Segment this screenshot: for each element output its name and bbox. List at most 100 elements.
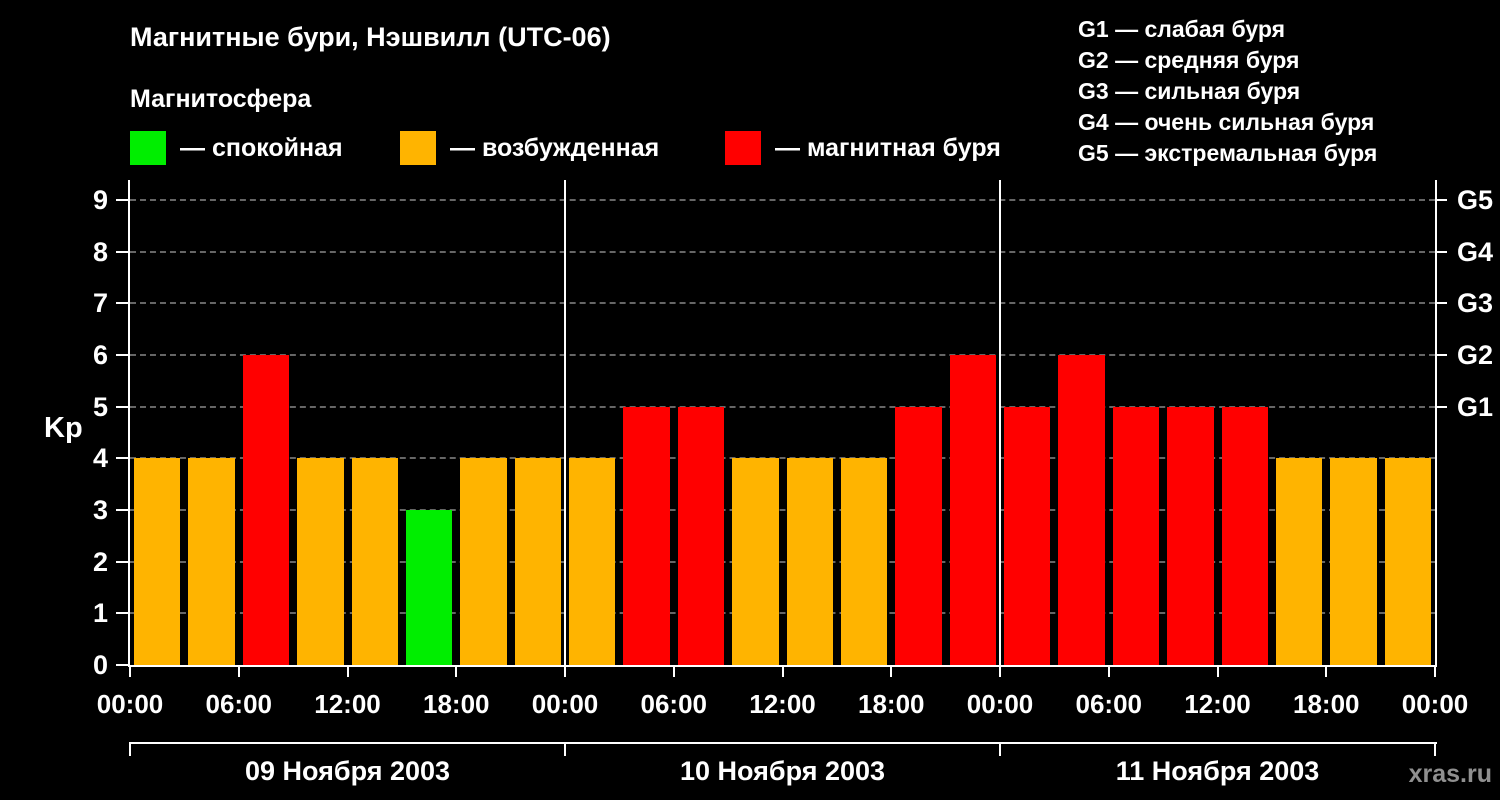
legend-item-storm: — магнитная буря xyxy=(725,130,1001,166)
watermark: xras.ru xyxy=(1408,760,1492,788)
y-axis-tick xyxy=(116,457,128,460)
plot-area: 0 1 2 3 4 5 6 7 8 9 00:00 06:00 12:00 18:00 00:00 06:00… xyxy=(93,180,1493,717)
x-axis-tick-label: 12:00 xyxy=(749,689,816,719)
kp-bar xyxy=(1004,406,1051,665)
x-axis-tick xyxy=(890,665,893,677)
g-scale-legend-item-g1: G1 — слабая буря xyxy=(1078,16,1286,42)
date-axis-tick xyxy=(129,742,131,756)
x-axis-tick xyxy=(1216,665,1219,677)
kp-bar xyxy=(732,458,779,665)
y-axis-tick-label: 6 xyxy=(92,340,108,370)
day-separator xyxy=(564,180,566,665)
kp-bar xyxy=(1384,458,1431,665)
kp-bar xyxy=(895,406,942,665)
x-axis-tick-label: 18:00 xyxy=(858,689,925,719)
gridline xyxy=(130,509,1435,511)
kp-bar xyxy=(405,510,453,665)
right-axis-tick xyxy=(1435,354,1447,356)
x-axis-tick-label: 06:00 xyxy=(1075,689,1143,719)
gridline xyxy=(130,250,1435,253)
g-level-label: G4 xyxy=(1457,236,1494,267)
x-axis-tick-label: 06:00 xyxy=(640,689,708,719)
date-label: 10 Ноября 2003 xyxy=(679,756,886,786)
x-axis-tick xyxy=(237,665,240,677)
x-axis-tick xyxy=(1325,665,1328,677)
kp-bar xyxy=(134,458,181,665)
x-axis-tick xyxy=(129,665,131,677)
right-axis-tick xyxy=(1435,302,1447,305)
x-axis-tick-label: 00:00 xyxy=(531,689,599,719)
legend-item-quiet: — спокойная xyxy=(130,130,343,166)
gridline xyxy=(130,457,1435,460)
legend-swatch-quiet xyxy=(130,131,166,165)
chart-title: Магнитные бури, Нэшвилл (UTC-06) xyxy=(130,22,611,52)
x-axis-tick xyxy=(1434,665,1436,677)
y-axis-tick xyxy=(116,302,128,305)
kp-bar xyxy=(677,406,725,665)
x-axis-tick-label: 18:00 xyxy=(423,689,490,719)
x-axis-tick-label: 12:00 xyxy=(314,689,381,719)
y-axis-tick-label: 7 xyxy=(92,288,108,319)
gridline xyxy=(130,302,1435,305)
x-axis-tick xyxy=(781,665,784,677)
kp-bar xyxy=(840,458,888,665)
y-axis-tick xyxy=(116,612,128,615)
kp-bar xyxy=(1221,406,1268,665)
g-scale-legend: G1 — слабая буря G2 — средняя буря G3 — си… xyxy=(1078,14,1377,169)
date-axis-tick xyxy=(999,742,1001,756)
x-axis-tick xyxy=(346,665,349,677)
date-label: 09 Ноября 2003 xyxy=(244,756,451,786)
legend-label-excited: — возбужденная xyxy=(450,133,660,162)
kp-bar xyxy=(569,458,616,665)
legend-swatch-storm xyxy=(725,131,761,165)
left-axis-spine xyxy=(128,180,130,667)
gridline xyxy=(130,560,1435,563)
legend-label-storm: — магнитная буря xyxy=(775,133,1001,162)
kp-bar xyxy=(351,458,398,665)
kp-bar xyxy=(1058,355,1105,665)
x-axis-tick-label: 12:00 xyxy=(1184,689,1251,719)
y-axis-tick-label: 5 xyxy=(92,391,108,422)
x-axis-tick-label: 00:00 xyxy=(966,689,1034,719)
x-axis-tick-label: 06:00 xyxy=(205,689,273,719)
legend-label-quiet: — спокойная xyxy=(180,133,343,162)
bottom-axis-spine xyxy=(128,665,1437,667)
y-axis-tick-label: 0 xyxy=(92,650,108,680)
x-axis-tick xyxy=(672,665,675,677)
kp-bar xyxy=(623,406,670,665)
magnetosphere-label: Магнитосфера xyxy=(130,85,312,113)
kp-bar xyxy=(1330,458,1377,665)
y-axis-tick xyxy=(116,509,128,511)
kp-bar xyxy=(514,458,561,665)
y-axis-tick-label: 8 xyxy=(92,236,108,267)
right-axis-tick xyxy=(1435,250,1447,253)
g-level-label: G2 xyxy=(1457,340,1494,370)
g-scale-legend-item-g2: G2 — средняя буря xyxy=(1078,47,1300,73)
day-separator xyxy=(999,180,1001,665)
date-axis-tick xyxy=(1434,742,1436,756)
gridline xyxy=(130,354,1435,356)
right-axis-tick xyxy=(1435,199,1447,201)
g-level-label: G5 xyxy=(1457,185,1494,215)
gridline xyxy=(130,405,1435,408)
y-axis-tick-label: 2 xyxy=(92,546,108,577)
y-axis-tick xyxy=(116,560,128,563)
y-axis-tick xyxy=(116,199,128,201)
date-axis-tick xyxy=(564,742,566,756)
x-axis-tick-label: 18:00 xyxy=(1293,689,1360,719)
x-axis-tick xyxy=(999,665,1001,677)
y-axis-title: Kp xyxy=(44,412,83,444)
y-axis-tick xyxy=(116,405,128,408)
x-axis-tick xyxy=(455,665,458,677)
x-axis-tick xyxy=(564,665,566,677)
right-axis-spine xyxy=(1435,180,1437,667)
y-axis-tick xyxy=(116,664,128,666)
y-axis-tick xyxy=(116,250,128,253)
y-axis-tick xyxy=(116,354,128,356)
date-label: 11 Ноября 2003 xyxy=(1115,756,1320,786)
kp-bar xyxy=(242,355,290,665)
kp-bar xyxy=(460,458,507,665)
g-level-label: G3 xyxy=(1457,288,1494,319)
g-scale-legend-item-g3: G3 — сильная буря xyxy=(1078,78,1301,104)
